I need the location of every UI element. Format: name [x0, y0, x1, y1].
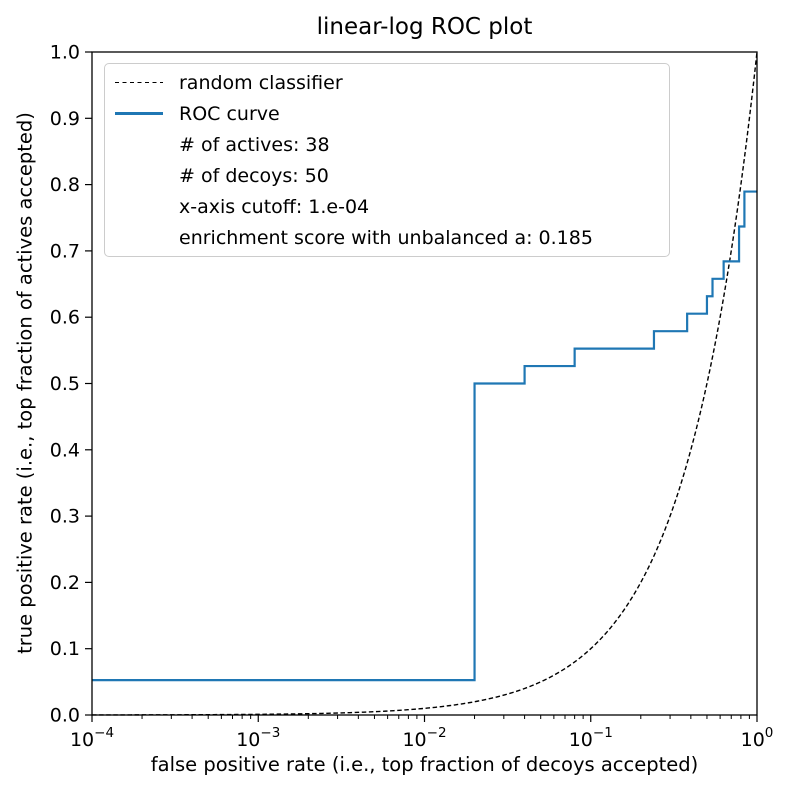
x-axis-label: false positive rate (i.e., top fraction …	[150, 753, 699, 776]
roc-curve-line	[92, 190, 757, 682]
y-tick-label: 0.0	[50, 705, 80, 727]
legend-label-actives: # of actives: 38	[179, 133, 330, 156]
legend-label-cutoff: x-axis cutoff: 1.e-04	[179, 195, 370, 218]
x-tick-label: 10−3	[236, 725, 280, 751]
y-tick-label: 0.1	[50, 638, 80, 660]
y-axis-label: true positive rate (i.e., top fraction o…	[13, 112, 37, 654]
y-tick-label: 0.6	[50, 307, 80, 329]
y-tick-label: 0.4	[50, 439, 80, 461]
y-tick-label: 1.0	[50, 42, 80, 64]
legend-label-roc: ROC curve	[179, 102, 280, 125]
y-tick-label: 0.3	[50, 506, 80, 528]
x-tick-label: 100	[741, 725, 774, 751]
legend-row-cutoff: x-axis cutoff: 1.e-04	[115, 191, 659, 222]
legend-row-actives: # of actives: 38	[115, 129, 659, 160]
legend-row-random: random classifier	[115, 67, 659, 98]
roc-line-sample	[115, 112, 163, 115]
legend-row-enrichment: enrichment score with unbalanced a: 0.18…	[115, 222, 659, 253]
y-tick-label: 0.7	[50, 240, 80, 262]
legend-label-random: random classifier	[179, 71, 343, 94]
legend-row-roc: ROC curve	[115, 98, 659, 129]
plot-title: linear-log ROC plot	[316, 14, 533, 40]
legend-spacer	[115, 143, 163, 146]
legend-spacer	[115, 205, 163, 208]
y-tick-label: 0.2	[50, 572, 80, 594]
x-tick-label: 10−1	[569, 725, 613, 751]
y-tick-label: 0.9	[50, 108, 80, 130]
x-tick-label: 10−4	[70, 725, 114, 751]
legend-label-decoys: # of decoys: 50	[179, 164, 329, 187]
x-tick-label: 10−2	[402, 725, 446, 751]
y-tick-label: 0.8	[50, 174, 80, 196]
y-tick-label: 0.5	[50, 373, 80, 395]
legend-spacer	[115, 236, 163, 239]
legend-label-enrichment: enrichment score with unbalanced a: 0.18…	[179, 226, 593, 249]
legend-row-decoys: # of decoys: 50	[115, 160, 659, 191]
legend-spacer	[115, 174, 163, 177]
legend-box: random classifier ROC curve # of actives…	[104, 63, 670, 257]
dashed-line-sample	[115, 81, 163, 84]
